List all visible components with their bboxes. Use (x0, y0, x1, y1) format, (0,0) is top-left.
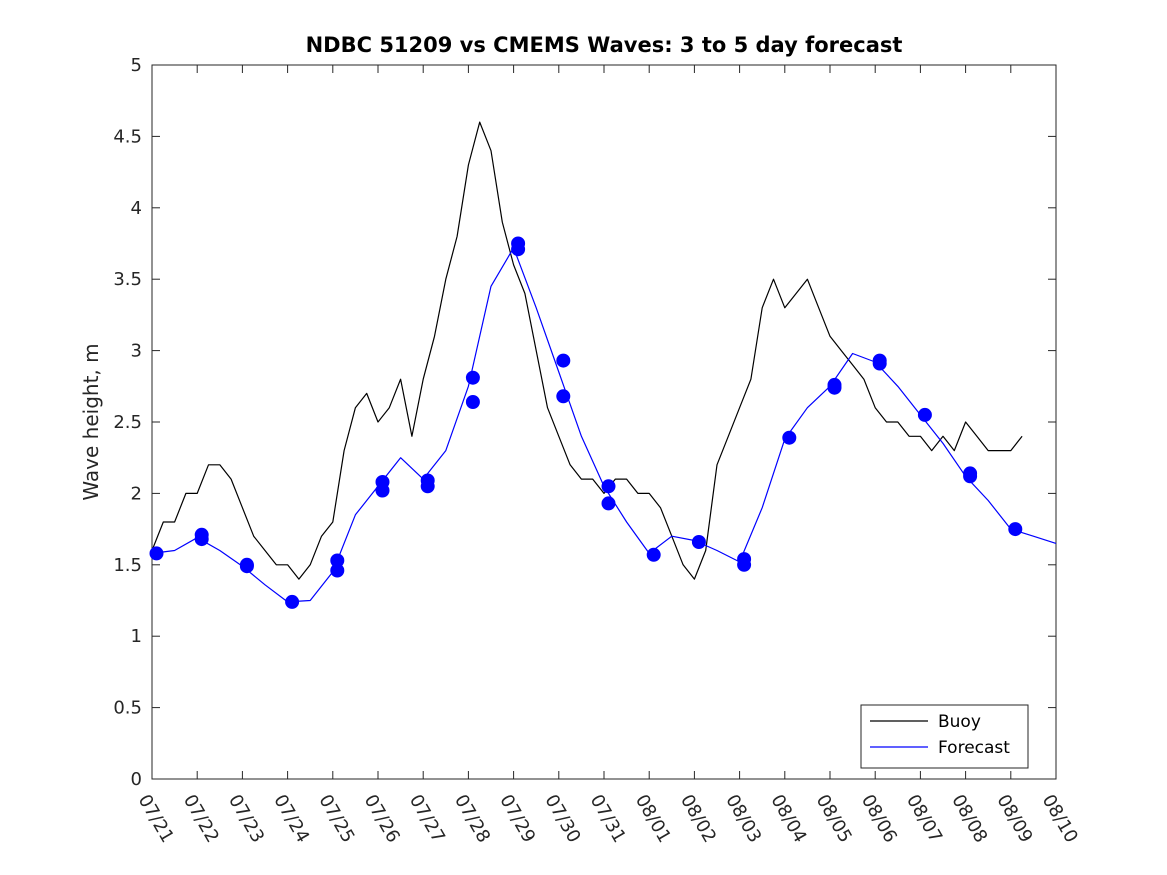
forecast-marker (963, 466, 978, 481)
y-axis: 0 0.5 1 1.5 2 2.5 3 3.5 4 4.5 5 (113, 55, 1056, 790)
forecast-marker (556, 353, 571, 368)
legend-buoy-label: Buoy (938, 712, 981, 732)
forecast-marker (465, 395, 480, 409)
forecast-marker (465, 370, 480, 385)
y-tick-label: 0 (131, 769, 142, 790)
plot-area (151, 64, 1057, 780)
y-axis-label: Wave height, m (79, 343, 103, 500)
forecast-marker (601, 496, 616, 511)
y-tick-label: 2 (131, 483, 142, 504)
legend-forecast-label: Forecast (938, 738, 1010, 758)
y-tick-label: 1.5 (113, 555, 142, 576)
forecast-marker (194, 527, 209, 542)
forecast-marker (917, 407, 932, 422)
forecast-marker (239, 557, 254, 572)
forecast-marker (691, 535, 706, 549)
forecast-marker (1008, 522, 1023, 537)
y-tick-label: 5 (131, 55, 142, 76)
y-tick-label: 3.5 (113, 269, 142, 290)
forecast-marker (872, 353, 887, 368)
forecast-marker (330, 553, 345, 568)
forecast-marker (420, 473, 435, 488)
y-tick-label: 0.5 (113, 698, 142, 719)
forecast-marker (375, 475, 390, 489)
forecast-marker (646, 547, 661, 562)
y-tick-label: 4 (131, 198, 142, 219)
forecast-marker (511, 236, 526, 251)
marker-layer (149, 236, 1023, 609)
forecast-marker (827, 377, 842, 392)
forecast-marker (601, 479, 616, 494)
legend-box (860, 704, 1029, 769)
y-tick-label: 4.5 (113, 126, 142, 147)
legend: Buoy Forecast (860, 704, 1029, 769)
forecast-marker (737, 552, 752, 567)
forecast-marker (556, 389, 571, 404)
forecast-marker (285, 594, 300, 609)
series-line-buoy (151, 121, 1023, 580)
forecast-marker (149, 546, 164, 561)
y-tick-label: 2.5 (113, 412, 142, 433)
forecast-marker (782, 430, 797, 445)
chart-title: NDBC 51209 vs CMEMS Waves: 3 to 5 day fo… (306, 33, 903, 57)
y-tick-label: 1 (131, 626, 142, 647)
y-tick-label: 3 (131, 341, 142, 362)
